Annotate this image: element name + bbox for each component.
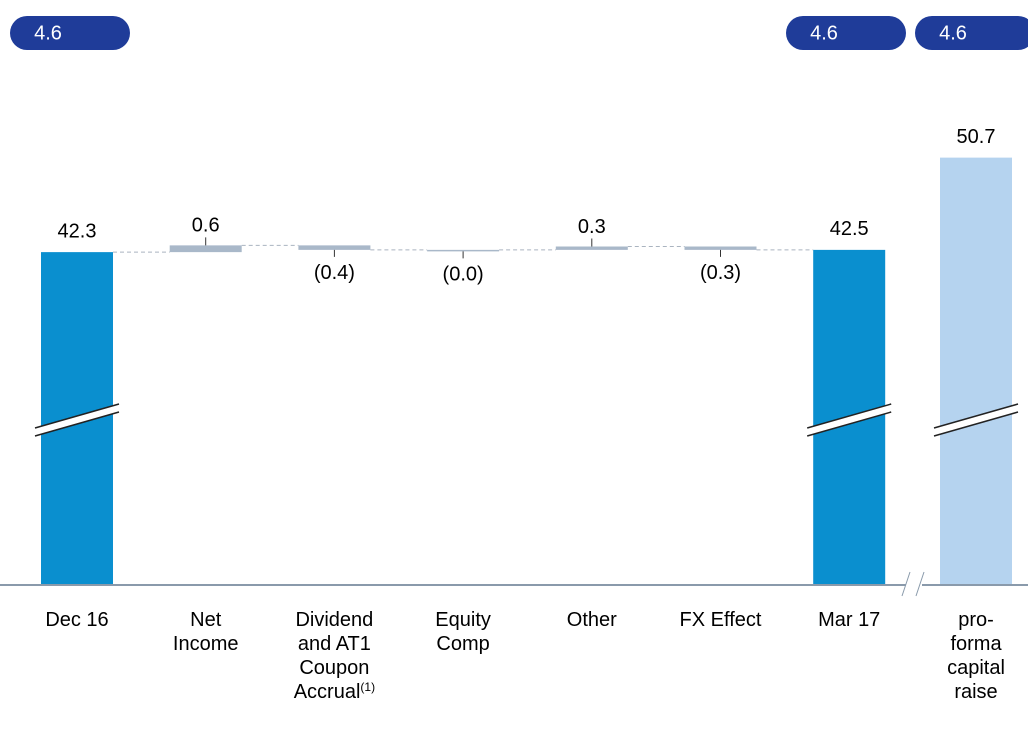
bar — [684, 246, 757, 250]
x-tick-label: Equity Comp — [435, 609, 491, 655]
axis-break-line — [933, 403, 1019, 429]
badge — [10, 16, 130, 50]
axis-break — [35, 404, 119, 436]
data-label: 0.3 — [578, 216, 606, 238]
x-tick-label: pro-forma capital raise — [947, 609, 1005, 703]
x-tick-label: Dec 16 — [45, 609, 109, 631]
data-label: 50.7 — [957, 126, 996, 148]
badge — [786, 16, 906, 50]
axis-break-line — [933, 411, 1019, 437]
badge — [915, 16, 1028, 50]
axis-break-line — [34, 411, 120, 437]
badge-label: 4.6 — [939, 22, 967, 44]
x-tick-label: Net Income — [172, 609, 239, 655]
data-label: (0.3) — [700, 262, 741, 284]
data-label: 42.3 — [58, 220, 97, 242]
x-tick-label: Mar 17 — [818, 609, 881, 631]
bar — [169, 245, 242, 253]
bar — [298, 245, 371, 250]
axis-break-line — [806, 411, 892, 437]
bar — [427, 249, 500, 252]
axis-break-line — [915, 571, 925, 597]
axis-break — [807, 404, 892, 436]
data-label: 42.5 — [830, 218, 869, 240]
badge-label: 4.6 — [34, 22, 62, 44]
badge-label: 4.6 — [810, 22, 838, 44]
x-tick-label: Dividend and AT1 Coupon Accrual(1) — [293, 609, 376, 703]
data-label: 0.6 — [192, 215, 220, 237]
axis-break — [934, 404, 1018, 436]
axis-break-line — [901, 571, 911, 597]
bar — [555, 246, 628, 250]
bar — [940, 157, 1012, 585]
axis-break-line — [34, 403, 120, 429]
x-tick-label: FX Effect — [679, 609, 762, 631]
data-label: (0.0) — [443, 264, 484, 286]
x-tick-label: Other — [566, 609, 617, 631]
axis-break-line — [806, 403, 892, 429]
data-label: (0.4) — [314, 262, 355, 284]
